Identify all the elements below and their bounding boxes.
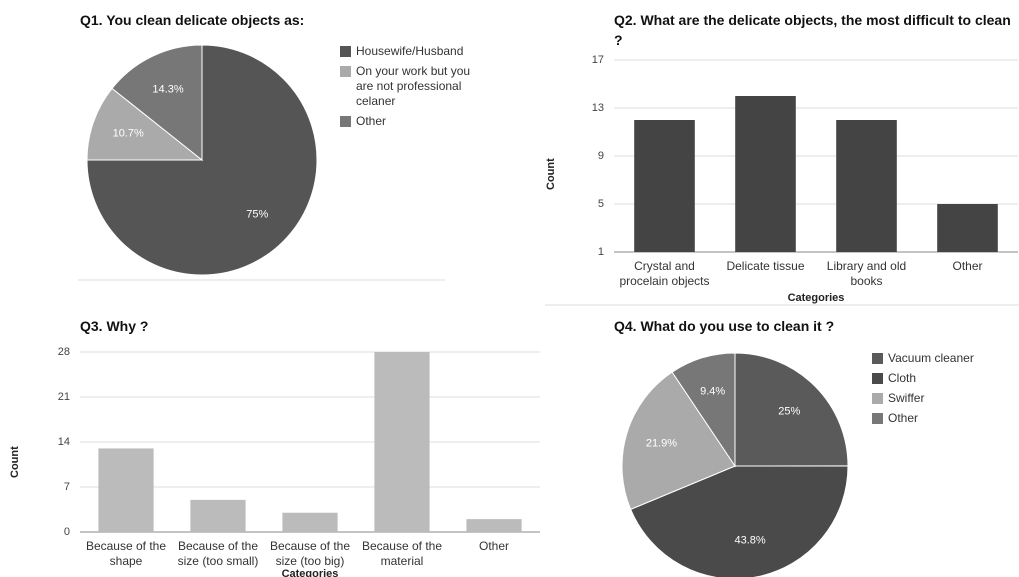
x-tick-label: Because of the material — [361, 539, 443, 568]
y-tick-label: 21 — [57, 391, 70, 403]
x-tick-label: Other — [478, 539, 509, 553]
y-tick-label: 17 — [591, 54, 604, 66]
slice-label: 10.7% — [112, 127, 144, 140]
x-tick-label: Crystal and procelain objects — [619, 259, 710, 288]
legend-swatch — [872, 373, 883, 384]
x-tick-label: Delicate tissue — [726, 259, 805, 273]
y-tick-label: 0 — [63, 526, 70, 538]
x-axis-label: Categories — [281, 568, 339, 577]
x-tick-label: Because of the size (too big) — [269, 539, 351, 568]
y-tick-label: 5 — [597, 198, 604, 210]
slice-label: 9.4% — [700, 385, 726, 398]
chart-title: Q1. You clean delicate objects as: — [80, 12, 305, 28]
legend-swatch — [340, 46, 351, 57]
chart-title: Q3. Why ? — [80, 318, 149, 334]
bar — [634, 120, 695, 252]
slice-label: 14.3% — [152, 83, 184, 96]
chart-title: Q4. What do you use to clean it ? — [614, 318, 835, 334]
bar — [98, 448, 154, 532]
legend-swatch — [872, 393, 883, 404]
x-tick-label: Because of the shape — [85, 539, 167, 568]
slice-label: 75% — [246, 208, 269, 221]
legend-label: Housewife/Husband — [356, 44, 464, 58]
legend-label: On your work but you are not professiona… — [356, 64, 471, 108]
legend-swatch — [340, 66, 351, 77]
pie-slice — [111, 44, 203, 162]
y-tick-label: 14 — [57, 436, 70, 448]
bar — [735, 96, 796, 252]
y-tick-label: 13 — [591, 102, 604, 114]
slice-label: 25% — [778, 405, 801, 418]
y-axis-label: Count — [9, 446, 21, 478]
y-tick-label: 1 — [597, 246, 604, 258]
legend-label: Other — [356, 114, 387, 128]
pie-slice — [86, 87, 204, 161]
bar — [374, 352, 430, 532]
legend-label: Other — [888, 411, 919, 425]
y-tick-label: 9 — [597, 150, 604, 162]
bar — [466, 519, 522, 532]
legend-swatch — [872, 353, 883, 364]
bar — [190, 499, 246, 532]
legend-swatch — [340, 116, 351, 127]
legend-label: Cloth — [888, 371, 917, 385]
bar — [937, 204, 998, 252]
slice-label: 43.8% — [734, 534, 766, 547]
y-axis-label: Count — [545, 158, 557, 190]
legend-label: Swiffer — [888, 391, 925, 405]
pie-slice — [86, 44, 318, 276]
y-tick-label: 7 — [63, 481, 70, 493]
x-tick-label: Library and old books — [826, 259, 907, 288]
pie-slice — [671, 352, 736, 468]
x-axis-label: Categories — [787, 292, 845, 304]
x-tick-label: Because of the size (too small) — [177, 539, 259, 568]
y-tick-label: 28 — [57, 346, 70, 358]
bar — [282, 512, 338, 532]
bar — [836, 120, 897, 252]
pie-slice — [734, 352, 849, 467]
slice-label: 21.9% — [645, 437, 678, 450]
chart-title: Q2. What are the delicate objects, the m… — [614, 12, 1011, 48]
legend-label: Vacuum cleaner — [888, 351, 974, 365]
x-tick-label: Other — [952, 259, 983, 273]
legend-swatch — [872, 413, 883, 424]
pie-slice — [621, 371, 736, 511]
